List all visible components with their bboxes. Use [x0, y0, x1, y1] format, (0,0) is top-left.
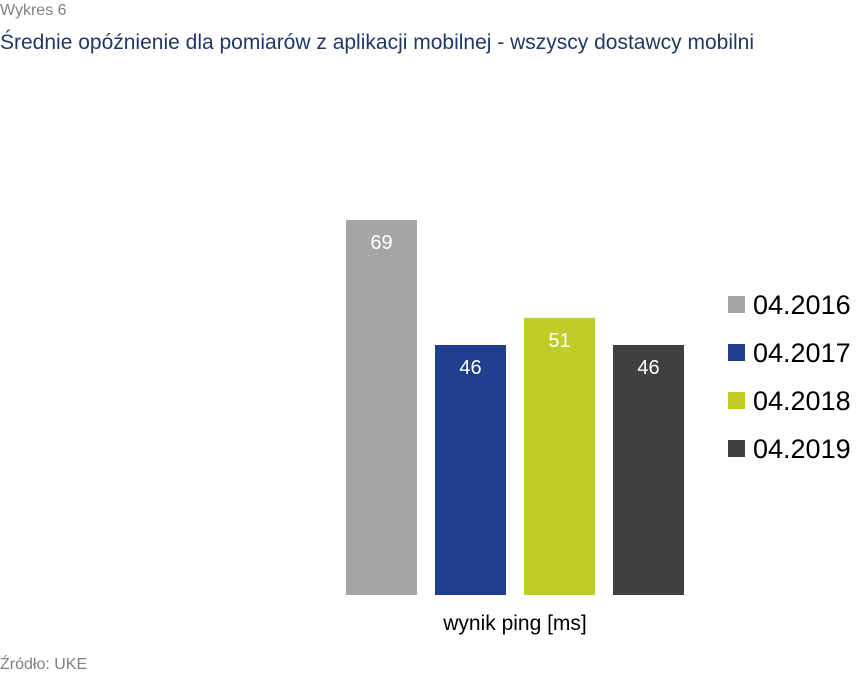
source-note: Źródło: UKE: [0, 656, 88, 673]
legend: 04.2016 04.2017 04.2018 04.2019: [728, 290, 851, 464]
legend-label-04.2018: 04.2018: [753, 386, 851, 416]
bars-group: [346, 220, 684, 595]
chart-title: Średnie opóźnienie dla pomiarów z aplika…: [0, 31, 755, 54]
legend-label-04.2016: 04.2016: [753, 290, 851, 320]
x-axis-label: wynik ping [ms]: [442, 612, 587, 635]
legend-swatch-04.2018: [728, 392, 745, 409]
data-label-04.2018: 51: [548, 330, 570, 352]
bar-04.2018: [524, 317, 595, 595]
chart-caption: Wykres 6: [0, 2, 67, 19]
legend-swatch-04.2019: [728, 440, 745, 457]
legend-swatch-04.2017: [728, 344, 745, 361]
bar-04.2019: [613, 345, 684, 595]
data-label-04.2017: 46: [459, 357, 481, 379]
legend-swatch-04.2016: [728, 296, 745, 313]
data-label-04.2016: 69: [370, 232, 392, 254]
bar-04.2016: [346, 220, 417, 595]
data-labels-group: 69 46 51 46: [370, 232, 659, 379]
legend-label-04.2017: 04.2017: [753, 338, 851, 368]
legend-label-04.2019: 04.2019: [753, 434, 851, 464]
data-label-04.2019: 46: [637, 357, 659, 379]
bar-04.2017: [435, 345, 506, 595]
